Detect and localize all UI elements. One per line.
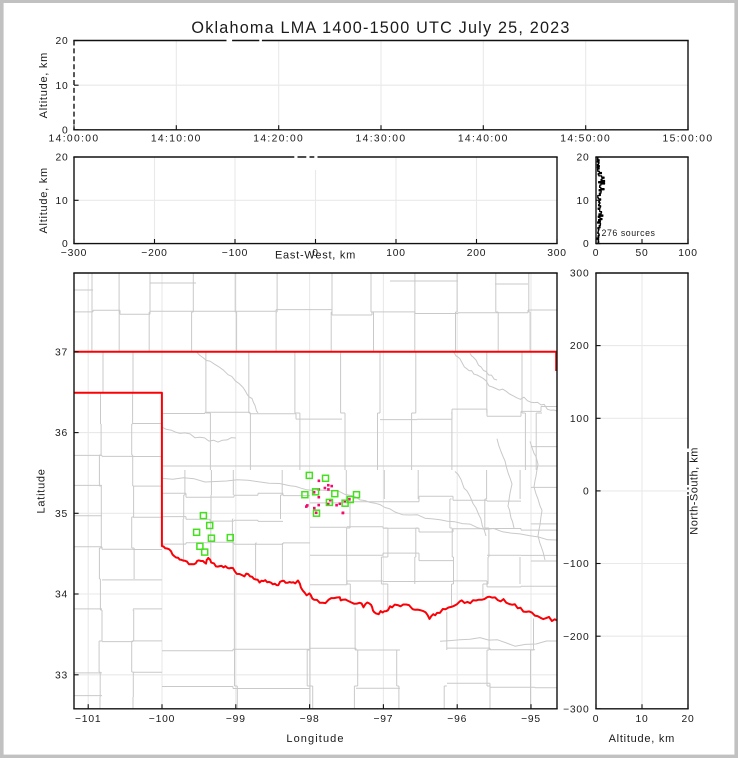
svg-text:20: 20	[55, 153, 68, 164]
svg-text:Latitude: Latitude	[36, 468, 48, 513]
svg-text:300: 300	[547, 248, 567, 259]
svg-text:Longitude: Longitude	[286, 733, 344, 745]
svg-text:10: 10	[576, 196, 589, 207]
svg-text:Altitude, km: Altitude, km	[38, 52, 50, 118]
svg-text:37: 37	[55, 347, 68, 358]
svg-text:−98: −98	[300, 714, 320, 725]
svg-text:−97: −97	[373, 714, 393, 725]
svg-text:0: 0	[593, 248, 600, 259]
svg-text:200: 200	[570, 341, 590, 352]
svg-text:50: 50	[635, 248, 648, 259]
svg-text:276 sources: 276 sources	[602, 228, 656, 238]
svg-text:−200: −200	[563, 632, 589, 643]
svg-text:34: 34	[55, 590, 68, 601]
svg-text:−100: −100	[149, 714, 175, 725]
svg-text:0: 0	[312, 248, 319, 259]
svg-text:100: 100	[386, 248, 406, 259]
svg-text:20: 20	[55, 36, 68, 47]
svg-text:15:00:00: 15:00:00	[663, 134, 714, 145]
svg-text:100: 100	[678, 248, 698, 259]
svg-text:−100: −100	[222, 248, 248, 259]
svg-text:−95: −95	[521, 714, 541, 725]
svg-text:−100: −100	[563, 559, 589, 570]
svg-text:0: 0	[583, 239, 590, 250]
svg-text:33: 33	[55, 670, 68, 681]
svg-text:−300: −300	[563, 704, 589, 715]
svg-text:Altitude, km: Altitude, km	[609, 733, 675, 745]
svg-text:20: 20	[576, 153, 589, 164]
svg-text:10: 10	[55, 81, 68, 92]
svg-text:300: 300	[570, 269, 590, 280]
svg-text:10: 10	[635, 714, 648, 725]
svg-text:20: 20	[681, 714, 694, 725]
svg-text:Oklahoma LMA 1400-1500 UTC Jul: Oklahoma LMA 1400-1500 UTC July 25, 2023	[191, 19, 570, 37]
svg-text:0: 0	[593, 714, 600, 725]
svg-text:−101: −101	[75, 714, 101, 725]
svg-text:−200: −200	[141, 248, 167, 259]
svg-text:14:30:00: 14:30:00	[356, 134, 407, 145]
svg-text:0: 0	[583, 487, 590, 498]
svg-text:North-South, km: North-South, km	[689, 447, 701, 535]
svg-text:200: 200	[467, 248, 487, 259]
svg-text:14:50:00: 14:50:00	[560, 134, 611, 145]
svg-text:−96: −96	[447, 714, 467, 725]
svg-text:Altitude, km: Altitude, km	[38, 167, 50, 233]
svg-text:35: 35	[55, 509, 68, 520]
svg-text:14:40:00: 14:40:00	[458, 134, 509, 145]
svg-text:0: 0	[62, 239, 69, 250]
svg-text:36: 36	[55, 428, 68, 439]
svg-text:East-West, km: East-West, km	[275, 249, 356, 261]
svg-text:10: 10	[55, 196, 68, 207]
svg-text:−300: −300	[61, 248, 87, 259]
svg-text:14:20:00: 14:20:00	[253, 134, 304, 145]
svg-text:0: 0	[62, 125, 69, 136]
svg-text:−99: −99	[226, 714, 246, 725]
svg-text:14:10:00: 14:10:00	[151, 134, 202, 145]
svg-text:100: 100	[570, 414, 590, 425]
svg-text:14:00:00: 14:00:00	[49, 134, 100, 145]
